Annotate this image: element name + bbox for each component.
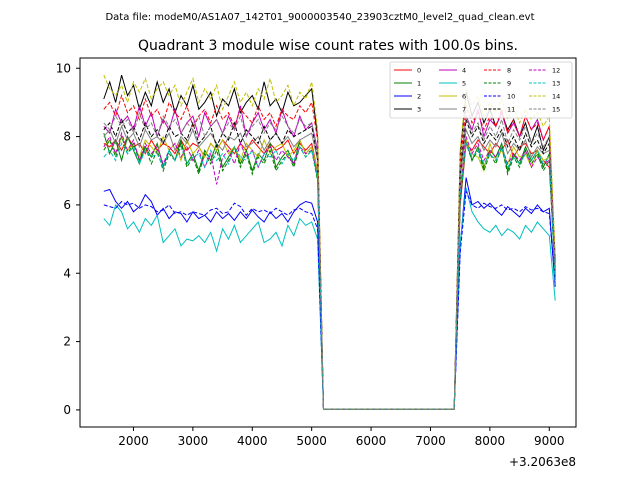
series-line-12 — [103, 131, 556, 410]
legend-label-2: 2 — [417, 93, 421, 101]
x-tick-label: 4000 — [237, 434, 268, 448]
legend-label-9: 9 — [507, 80, 511, 88]
series-line-9 — [103, 134, 556, 410]
x-tick-label: 6000 — [356, 434, 387, 448]
series-layer — [103, 74, 556, 410]
axes-frame — [79, 57, 577, 428]
legend-label-0: 0 — [417, 67, 421, 75]
legend-box — [389, 61, 573, 119]
y-tick-label: 10 — [56, 61, 71, 75]
legend-label-15: 15 — [552, 106, 560, 114]
y-tick-label: 2 — [63, 335, 71, 349]
legend-label-6: 6 — [462, 93, 466, 101]
x-tick-label: 3000 — [178, 434, 209, 448]
suptitle: Data file: modeM0/AS1A07_142T01_90000035… — [105, 12, 534, 23]
legend-label-14: 14 — [552, 93, 560, 101]
legend-label-8: 8 — [507, 67, 511, 75]
legend-label-12: 12 — [552, 67, 560, 75]
series-line-11 — [103, 118, 556, 410]
legend-label-1: 1 — [417, 80, 421, 88]
series-line-7 — [103, 124, 556, 410]
series-line-8 — [103, 93, 556, 410]
legend-label-11: 11 — [507, 106, 515, 114]
series-line-0 — [103, 135, 556, 410]
y-tick-label: 0 — [63, 403, 71, 417]
y-tick-label: 6 — [63, 198, 71, 212]
series-line-15 — [103, 111, 556, 410]
x-tick-label: 7000 — [415, 434, 446, 448]
x-tick-label: 8000 — [475, 434, 506, 448]
legend-label-13: 13 — [552, 80, 560, 88]
series-line-5 — [103, 187, 556, 410]
series-line-1 — [103, 133, 556, 410]
series-line-6 — [103, 135, 556, 410]
legend-label-4: 4 — [462, 67, 466, 75]
x-tick-label: 9000 — [534, 434, 565, 448]
legend-label-3: 3 — [417, 106, 421, 114]
series-line-10 — [103, 191, 556, 410]
chart-title: Quadrant 3 module wise count rates with … — [138, 38, 518, 54]
legend-label-5: 5 — [462, 80, 466, 88]
x-offset-label: +3.2063e8 — [509, 455, 576, 469]
x-tick-label: 2000 — [118, 434, 149, 448]
y-tick-label: 8 — [63, 130, 71, 144]
y-tick-label: 4 — [63, 266, 71, 280]
series-line-2 — [103, 177, 556, 410]
legend-label-10: 10 — [507, 93, 515, 101]
x-axis: 2000 3000 4000 5000 6000 7000 8000 9000 — [118, 427, 565, 448]
legend-label-7: 7 — [462, 106, 466, 114]
y-axis: 0 2 4 6 8 10 — [56, 61, 80, 417]
series-line-13 — [103, 141, 556, 410]
plot-area: 2000 3000 4000 5000 6000 7000 8000 9000 0246810… — [56, 57, 577, 469]
x-tick-label: 5000 — [296, 434, 327, 448]
